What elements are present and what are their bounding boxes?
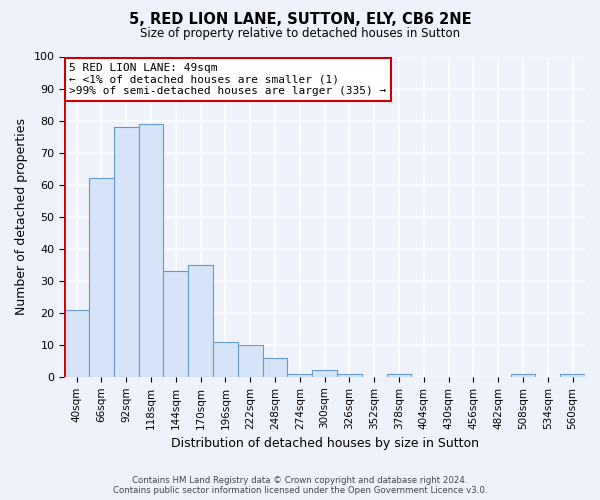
Text: 5, RED LION LANE, SUTTON, ELY, CB6 2NE: 5, RED LION LANE, SUTTON, ELY, CB6 2NE [128,12,472,28]
Text: Contains HM Land Registry data © Crown copyright and database right 2024.
Contai: Contains HM Land Registry data © Crown c… [113,476,487,495]
Bar [337,374,362,377]
Bar [188,264,213,377]
Bar [139,124,163,377]
Bar [287,374,312,377]
Text: Size of property relative to detached houses in Sutton: Size of property relative to detached ho… [140,28,460,40]
Bar [238,345,263,377]
Bar [263,358,287,377]
Bar [560,374,585,377]
Y-axis label: Number of detached properties: Number of detached properties [15,118,28,315]
Bar [213,342,238,377]
Bar [163,271,188,377]
Bar [511,374,535,377]
Bar [89,178,114,377]
Bar [312,370,337,377]
X-axis label: Distribution of detached houses by size in Sutton: Distribution of detached houses by size … [170,437,479,450]
Bar [114,127,139,377]
Bar [64,310,89,377]
Text: 5 RED LION LANE: 49sqm
← <1% of detached houses are smaller (1)
>99% of semi-det: 5 RED LION LANE: 49sqm ← <1% of detached… [70,63,387,96]
Bar [386,374,412,377]
